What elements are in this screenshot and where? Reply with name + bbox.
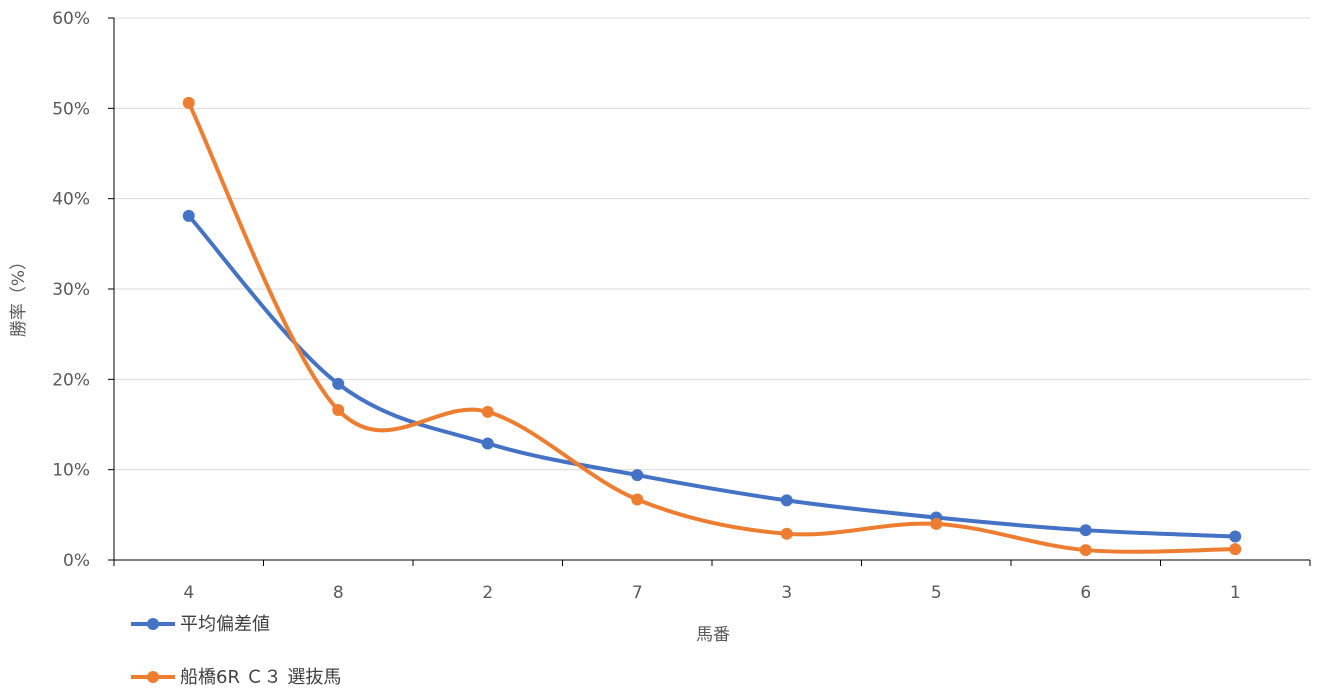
- x-tick-label: 2: [482, 583, 493, 603]
- legend-swatch-marker: [147, 618, 159, 630]
- x-tick-label: 4: [183, 583, 194, 603]
- legend-label: 平均偏差値: [180, 614, 270, 635]
- axes: [108, 17, 1311, 566]
- y-tick-label: 30%: [52, 280, 90, 300]
- x-tick-label: 6: [1080, 583, 1091, 603]
- y-tick-label: 20%: [52, 370, 90, 390]
- legend-item-1: 船橋6R Ｃ３ 選抜馬: [131, 667, 341, 688]
- data-point: [481, 437, 494, 450]
- y-tick-label: 50%: [52, 99, 90, 119]
- gridlines: [114, 17, 1310, 471]
- data-point: [631, 493, 644, 506]
- data-point: [780, 494, 793, 507]
- series-line: [186, 213, 1238, 539]
- y-tick-label: 60%: [52, 9, 90, 29]
- data-point: [182, 96, 195, 109]
- data-point: [481, 405, 494, 418]
- series-1: [182, 96, 1242, 557]
- data-point: [930, 517, 943, 530]
- data-point: [332, 404, 345, 417]
- data-point: [1079, 544, 1092, 557]
- x-axis-title: 馬番: [696, 625, 730, 645]
- legend-item-0: 平均偏差値: [131, 614, 270, 635]
- series-line: [186, 100, 1238, 554]
- x-tick-label: 8: [333, 583, 344, 603]
- y-tick-label: 0%: [63, 551, 90, 571]
- data-point: [182, 209, 195, 222]
- data-point: [1229, 543, 1242, 556]
- legend-label: 船橋6R Ｃ３ 選抜馬: [180, 667, 341, 688]
- x-tick-label: 7: [632, 583, 643, 603]
- y-axis-ticks: 0% 10% 20% 30% 40% 50% 60%: [52, 9, 90, 571]
- x-axis-ticks: 4 8 2 7 3 5 6 1: [183, 583, 1240, 603]
- data-point: [780, 527, 793, 540]
- data-point: [631, 469, 644, 482]
- data-point: [332, 377, 345, 390]
- x-tick-label: 1: [1230, 583, 1241, 603]
- legend-swatch-marker: [147, 671, 159, 683]
- y-axis-title: 勝率（%）: [9, 253, 29, 337]
- series-group: [182, 96, 1242, 557]
- series-0: [182, 209, 1242, 543]
- data-point: [1229, 530, 1242, 543]
- x-tick-label: 5: [931, 583, 942, 603]
- legend: 平均偏差値 船橋6R Ｃ３ 選抜馬: [131, 614, 341, 688]
- y-tick-label: 10%: [52, 461, 90, 481]
- data-point: [1079, 524, 1092, 537]
- y-tick-label: 40%: [52, 190, 90, 210]
- x-tick-label: 3: [781, 583, 792, 603]
